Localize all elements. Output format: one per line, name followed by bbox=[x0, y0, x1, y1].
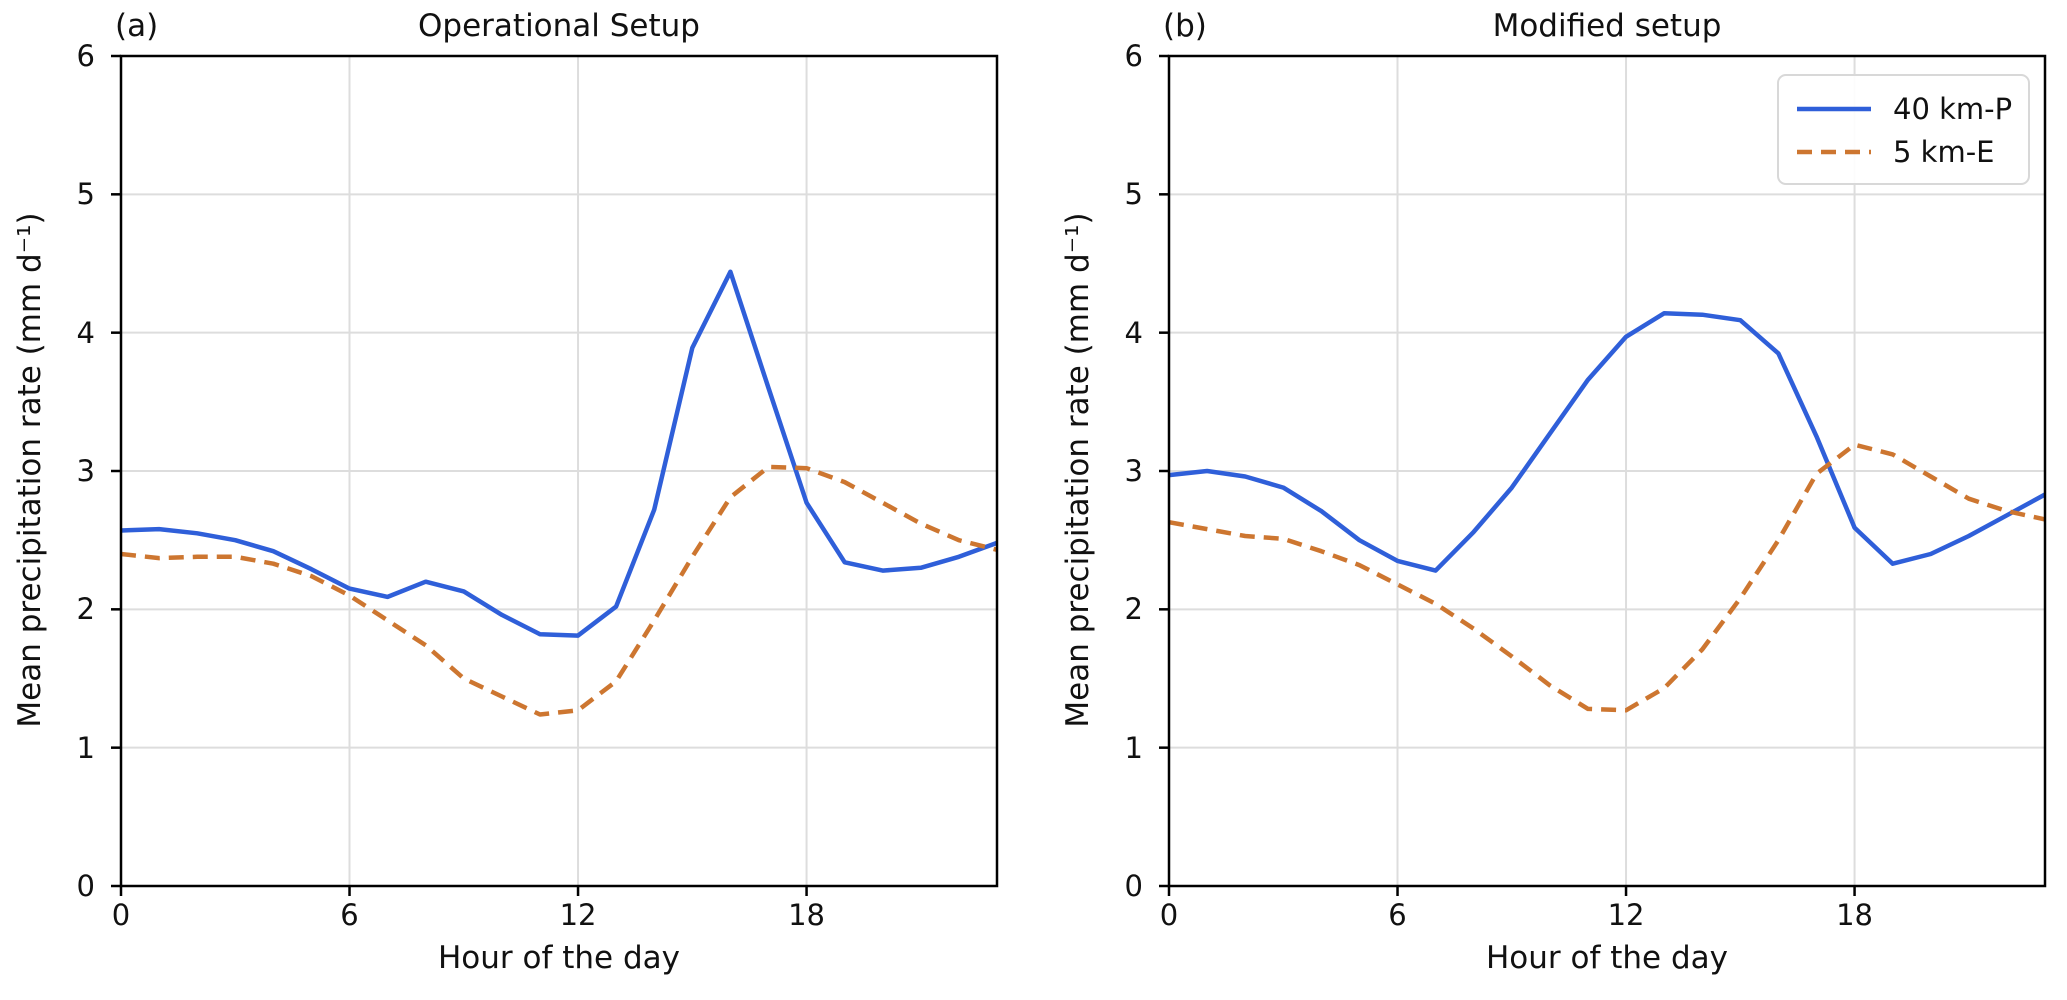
y-tick-label: 5 bbox=[1124, 177, 1143, 212]
y-tick-label: 2 bbox=[1124, 592, 1143, 627]
y-tick-label: 4 bbox=[1124, 315, 1143, 350]
panel-b-plot-svg bbox=[1159, 54, 2047, 896]
x-tick-label: 6 bbox=[340, 898, 359, 932]
x-tick-label: 12 bbox=[1607, 898, 1645, 932]
legend-item-5km-E: 5 km-E bbox=[1797, 131, 2010, 174]
x-tick-label: 18 bbox=[788, 898, 826, 932]
y-tick-label: 4 bbox=[76, 315, 95, 350]
panel-b-xlabel: Hour of the day bbox=[1485, 940, 1728, 976]
panel-b: (b) Modified setup Mean precipitation ra… bbox=[1060, 8, 2047, 976]
y-tick-label: 0 bbox=[76, 869, 95, 903]
legend-label: 5 km-E bbox=[1893, 134, 1995, 169]
x-tick-label: 12 bbox=[559, 898, 597, 932]
series-line-40km-P bbox=[1168, 311, 2047, 573]
y-tick-label: 0 bbox=[1124, 869, 1143, 903]
panel-a-title: Operational Setup bbox=[418, 8, 700, 44]
series-line-40km-P bbox=[120, 269, 998, 638]
series-line-5km-E bbox=[120, 464, 998, 717]
panel-a-plot-svg bbox=[111, 54, 999, 896]
panel-a-tag: (a) bbox=[115, 8, 159, 44]
y-tick-label: 1 bbox=[1124, 730, 1143, 765]
y-tick-label: 3 bbox=[76, 454, 95, 488]
panel-b-title: Modified setup bbox=[1492, 8, 1722, 44]
panel-b-tag: (b) bbox=[1163, 8, 1207, 44]
y-tick-label: 6 bbox=[1124, 39, 1143, 73]
x-tick-label: 18 bbox=[1836, 898, 1874, 932]
series-line-5km-E bbox=[1168, 442, 2046, 713]
legend-box: 40 km-P 5 km-E bbox=[1777, 74, 2030, 185]
legend-swatch-solid-line bbox=[1797, 107, 1871, 112]
x-tick-label: 0 bbox=[1159, 898, 1179, 932]
panel-a: (a) Operational Setup Mean precipitation… bbox=[12, 8, 999, 976]
legend-item-40km-P: 40 km-P bbox=[1797, 88, 2013, 131]
y-tick-label: 1 bbox=[76, 730, 95, 765]
panel-a-xlabel: Hour of the day bbox=[437, 940, 680, 976]
legend-swatch-dashed-line bbox=[1797, 149, 1871, 154]
y-tick-label: 3 bbox=[1124, 454, 1143, 488]
x-tick-label: 6 bbox=[1388, 898, 1407, 932]
y-tick-label: 5 bbox=[76, 177, 95, 212]
legend-label: 40 km-P bbox=[1893, 92, 2013, 127]
y-tick-label: 6 bbox=[76, 39, 95, 73]
x-tick-label: 0 bbox=[111, 898, 131, 932]
y-tick-label: 2 bbox=[76, 592, 95, 627]
